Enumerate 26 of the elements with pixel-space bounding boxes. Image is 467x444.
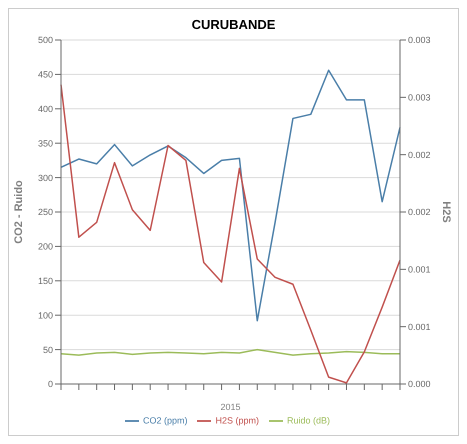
y-tick-label: 200 (38, 242, 53, 252)
y2-tick-label: 0.001 (408, 264, 431, 275)
y-tick-label: 350 (38, 138, 53, 148)
chart-title: CURUBANDE (190, 16, 276, 32)
y2-tick-label: 0.000 (408, 379, 431, 390)
y-tick-label: 50 (42, 344, 53, 355)
y-tick-label: 450 (38, 70, 53, 80)
y-tick-label: 0 (48, 379, 53, 390)
y-tick-label: 300 (38, 172, 53, 183)
y-tick-label: 500 (38, 35, 53, 46)
line-series (60, 70, 401, 322)
y-tick-label: 150 (38, 276, 53, 286)
y2-tick-label: 0.002 (408, 207, 431, 218)
y2-axis-title: H2S (440, 201, 452, 223)
y-tick-label: 100 (38, 310, 53, 320)
y2-tick-label: 0.003 (408, 92, 431, 103)
y-tick-label: 400 (38, 104, 53, 114)
y2-tick-label: 0.003 (408, 35, 431, 46)
x-axis-title: 2015 (220, 402, 241, 412)
legend-label: Ruido (dB) (287, 415, 330, 426)
y-axis-title: CO2 - Ruido (12, 180, 25, 244)
y-tick-label: 250 (38, 207, 53, 218)
y2-tick-label: 0.002 (408, 150, 431, 160)
y2-tick-label: 0.001 (408, 322, 431, 332)
legend-label: H2S (ppm) (215, 415, 259, 426)
legend-label: CO2 (ppm) (142, 415, 188, 426)
